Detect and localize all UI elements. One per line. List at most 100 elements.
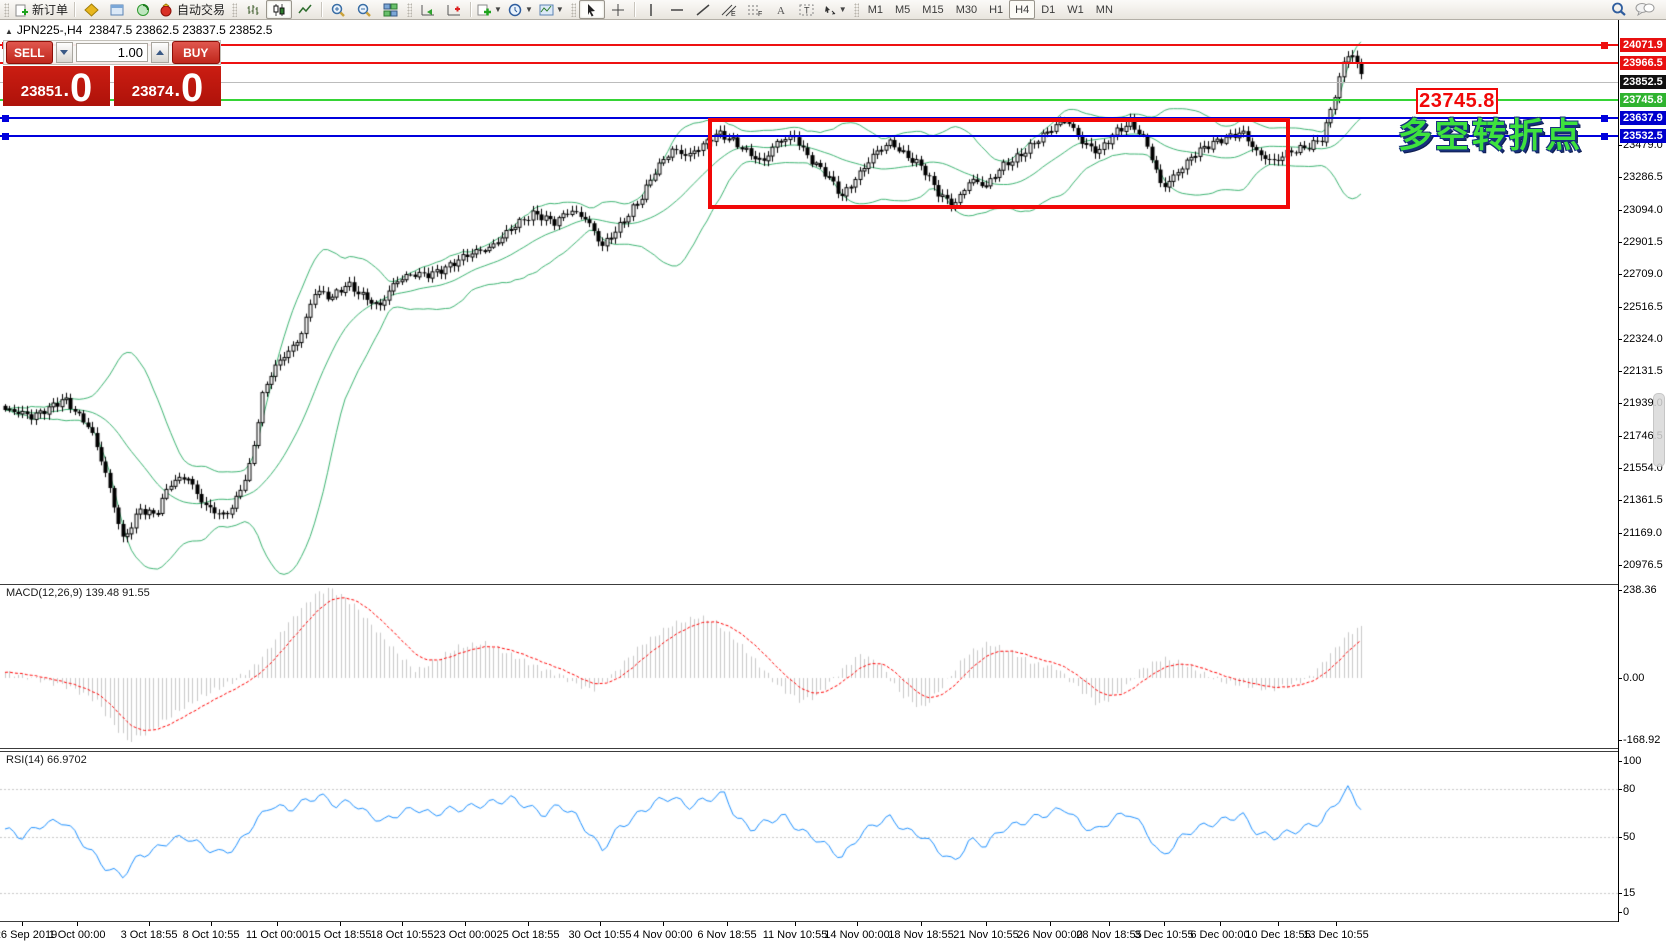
- timeframe-button-h1[interactable]: H1: [989, 3, 1004, 16]
- pivot-line-green[interactable]: [0, 99, 1618, 102]
- turning-point-annotation[interactable]: 多空转折点: [1398, 117, 1583, 155]
- indicator-tick-label: 0: [1623, 906, 1630, 918]
- text-tool[interactable]: A: [768, 0, 794, 19]
- bar-chart-button[interactable]: [240, 0, 266, 19]
- toolbar-grip[interactable]: [407, 2, 413, 17]
- cursor-tool-button[interactable]: [578, 0, 605, 19]
- price-tick-label: 21361.5: [1623, 494, 1663, 507]
- text-label-tool[interactable]: T: [794, 0, 820, 19]
- trendline-tool[interactable]: [690, 0, 716, 19]
- current-price-line[interactable]: [0, 81, 1618, 83]
- buy-price-display[interactable]: 23874. 0: [114, 66, 221, 110]
- timeframe-button-d1[interactable]: D1: [1041, 3, 1056, 16]
- timeframe-button-m1[interactable]: M1: [867, 3, 883, 16]
- timeframe-button-m15[interactable]: M15: [922, 3, 944, 16]
- chat-bubbles-icon: [1635, 3, 1655, 17]
- time-tick-mark: [986, 922, 987, 926]
- timeframe-group: M1 M5 M15 M30 H1 H4 D1 W1 MN: [862, 0, 1119, 19]
- toolbar-grip[interactable]: [570, 2, 576, 17]
- price-tag: 23966.5: [1620, 56, 1666, 71]
- market-watch-button[interactable]: [78, 0, 104, 19]
- crosshair-icon: [611, 3, 624, 16]
- auto-trading-button[interactable]: 自动交易: [156, 0, 228, 19]
- strategy-tester-button[interactable]: [415, 0, 441, 19]
- fibonacci-tool[interactable]: F: [742, 0, 768, 19]
- price-axis[interactable]: 23479.0 23286.5 23094.0 22901.5 22709.0 22516…: [1618, 20, 1666, 922]
- vertical-scrollbar-thumb[interactable]: [1653, 393, 1665, 467]
- time-tick-label: 26 Sep 2019: [0, 929, 58, 941]
- price-tick-label: 22901.5: [1623, 235, 1663, 248]
- template-button[interactable]: ▼: [536, 0, 567, 19]
- timeframe-button-m30[interactable]: M30: [955, 3, 978, 16]
- zoom-out-button[interactable]: [351, 0, 377, 19]
- resistance-line-lower[interactable]: [0, 62, 1618, 65]
- timeframe-button-m5[interactable]: M5: [895, 3, 911, 16]
- panel-separator-rsi-1[interactable]: [0, 748, 1666, 749]
- line-endpoint-handle[interactable]: [1601, 114, 1608, 122]
- arrows-tool[interactable]: ▼: [820, 0, 850, 19]
- chart-window[interactable]: 23745.8 多空转折点 ▲ JPN225-,H4 23847.5 23862.…: [0, 20, 1666, 945]
- price-tick-mark: [1619, 306, 1622, 308]
- data-window-button[interactable]: [104, 0, 130, 19]
- time-axis[interactable]: 26 Sep 2019 1 Oct 00:00 3 Oct 18:55 8 Oct 1…: [0, 922, 1666, 945]
- add-indicator-button[interactable]: [441, 0, 467, 19]
- dropdown-arrow-icon: ▼: [838, 5, 847, 14]
- new-order-button[interactable]: 新订单: [12, 0, 71, 19]
- chat-button[interactable]: [1632, 0, 1658, 19]
- buy-button[interactable]: BUY: [171, 41, 220, 64]
- time-tick-label: 30 Oct 10:55: [568, 929, 632, 941]
- timeframe-button-h4[interactable]: H4: [1009, 0, 1036, 19]
- resistance-line-upper[interactable]: [0, 44, 1618, 47]
- line-endpoint-handle[interactable]: [1601, 132, 1608, 140]
- price-tag: 23637.9: [1620, 111, 1666, 126]
- navigator-button[interactable]: [130, 0, 156, 19]
- panel-separator-rsi-2[interactable]: [0, 751, 1666, 752]
- tile-windows-button[interactable]: [377, 0, 403, 19]
- price-level-annotation[interactable]: 23745.8: [1416, 88, 1498, 115]
- time-tick-mark: [727, 922, 728, 926]
- support-line-lower[interactable]: [0, 135, 1618, 138]
- candlestick-chart-button[interactable]: [266, 0, 293, 19]
- line-endpoint-handle[interactable]: [2, 132, 9, 140]
- rsi-indicator-label: RSI(14) 66.9702: [6, 754, 87, 766]
- price-chart-canvas[interactable]: [0, 20, 1666, 945]
- zoom-in-button[interactable]: [325, 0, 351, 19]
- price-tick-mark: [1619, 565, 1622, 566]
- macd-indicator-label: MACD(12,26,9) 139.48 91.55: [6, 587, 150, 599]
- volume-increase-button[interactable]: [151, 42, 169, 63]
- clock-icon: [508, 3, 522, 16]
- timeframe-button-w1[interactable]: W1: [1067, 3, 1084, 16]
- buy-price-pip: 0: [181, 66, 204, 110]
- vertical-line-tool[interactable]: [638, 0, 664, 19]
- channel-tool[interactable]: E: [716, 0, 742, 19]
- line-chart-button[interactable]: [292, 0, 318, 19]
- new-order-icon: [15, 4, 28, 16]
- price-tick-mark: [1619, 435, 1622, 437]
- line-endpoint-handle[interactable]: [2, 114, 9, 122]
- time-tick-mark: [795, 922, 796, 926]
- horizontal-line-tool[interactable]: [664, 0, 690, 19]
- vertical-line-icon: [650, 3, 652, 16]
- timeframe-button-mn[interactable]: MN: [1095, 3, 1113, 16]
- sell-price-display[interactable]: 23851. 0: [3, 66, 110, 110]
- sell-button[interactable]: SELL: [6, 41, 53, 64]
- search-button[interactable]: [1606, 0, 1632, 19]
- period-button[interactable]: ▼: [505, 0, 536, 19]
- time-tick-mark: [921, 922, 922, 926]
- toolbar-grip[interactable]: [232, 2, 238, 17]
- collapse-arrow-icon[interactable]: ▲: [5, 27, 13, 36]
- sell-price-pip: 0: [70, 66, 93, 110]
- crosshair-tool-button[interactable]: [605, 0, 631, 19]
- toolbar-grip[interactable]: [853, 2, 859, 17]
- time-tick-mark: [22, 922, 23, 926]
- new-chart-icon: [477, 4, 492, 15]
- consolidation-range-box[interactable]: [708, 118, 1290, 209]
- panel-separator-macd[interactable]: [0, 584, 1666, 585]
- new-chart-button[interactable]: ▼: [474, 0, 505, 19]
- time-tick-label: 13 Dec 10:55: [1303, 929, 1369, 941]
- volume-decrease-button[interactable]: [55, 42, 74, 63]
- volume-input[interactable]: [76, 43, 149, 62]
- line-endpoint-handle[interactable]: [1601, 41, 1608, 49]
- toolbar-grip[interactable]: [4, 2, 9, 17]
- price-tick-mark: [1619, 209, 1622, 211]
